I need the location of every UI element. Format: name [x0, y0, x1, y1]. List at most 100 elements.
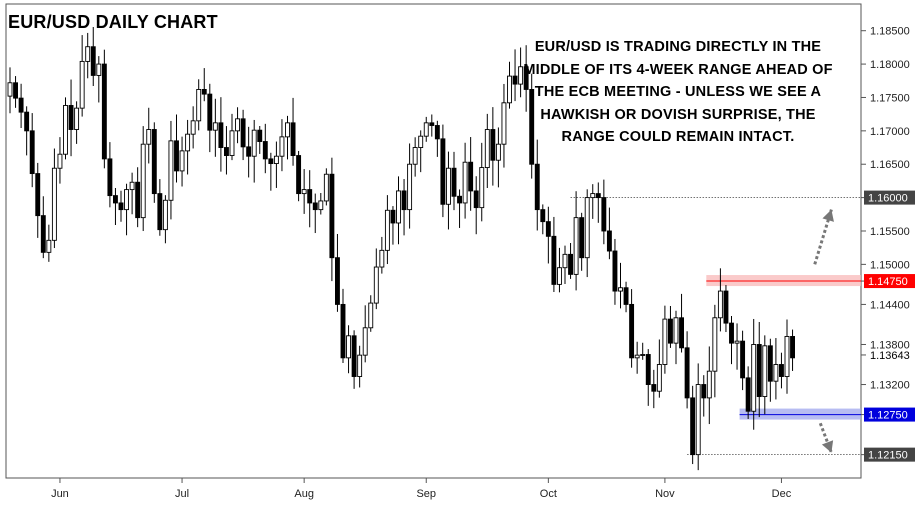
candle-body	[329, 173, 335, 259]
y-tick-label: 1.17500	[870, 92, 910, 104]
candle-body	[645, 354, 651, 385]
candle-body	[462, 161, 468, 204]
candle-body	[51, 167, 57, 241]
y-tick-label: 1.18000	[870, 59, 910, 71]
candle-body	[346, 335, 351, 359]
candle-body	[518, 66, 524, 85]
candle-body	[612, 250, 618, 292]
y-tick-label: 1.13800	[870, 339, 910, 351]
candle-body	[767, 345, 773, 382]
candle-body	[451, 167, 457, 197]
candle-body	[18, 97, 24, 113]
candle-body	[74, 107, 80, 130]
candle-body	[545, 221, 551, 237]
candle-body	[407, 163, 413, 211]
candle-body	[701, 384, 707, 399]
x-tick-label: Aug	[294, 488, 314, 500]
candle-body	[629, 303, 635, 359]
candle-body	[29, 130, 35, 175]
candle-body	[40, 215, 46, 253]
candle-body	[240, 118, 246, 148]
candle-body	[174, 140, 179, 172]
candle-body	[662, 318, 668, 365]
candle-body	[529, 89, 535, 165]
candle-body	[745, 377, 751, 412]
candle-body	[340, 303, 346, 359]
candle-body	[634, 354, 640, 359]
candle-body	[534, 163, 540, 211]
candle-body	[251, 129, 257, 157]
candle-body	[423, 122, 429, 137]
candle-body	[740, 340, 746, 379]
candle-body	[212, 122, 218, 131]
candle-body	[679, 317, 684, 349]
candle-body	[706, 370, 712, 399]
candle-body	[568, 253, 573, 275]
candle-body	[695, 384, 701, 456]
candle-body	[179, 150, 185, 172]
candles-layer	[7, 27, 795, 471]
candle-body	[551, 235, 557, 285]
y-level-label: 1.14750	[868, 276, 908, 288]
chart-title: EUR/USD DAILY CHART	[8, 12, 218, 32]
candle-body	[157, 193, 163, 231]
candle-body	[756, 344, 762, 398]
candle-body	[412, 147, 418, 165]
y-level-label: 1.16000	[868, 193, 908, 205]
candle-body	[273, 155, 279, 165]
y-level-label: 1.13643	[870, 350, 910, 362]
candle-body	[717, 290, 723, 319]
candle-body	[390, 209, 396, 224]
candle-body	[396, 190, 401, 224]
candle-body	[479, 167, 485, 209]
candle-body	[790, 336, 795, 359]
candle-body	[734, 340, 740, 344]
candle-body	[656, 364, 662, 392]
candle-body	[523, 66, 529, 90]
arrow-down-head	[821, 440, 834, 453]
candle-body	[684, 347, 690, 399]
candle-body	[540, 209, 546, 223]
candle-body	[495, 143, 501, 161]
candle-body	[13, 82, 19, 99]
y-level-tag	[864, 190, 915, 205]
candle-body	[618, 287, 623, 292]
x-axis: Jun Jul Aug Sep Oct Nov Dec	[51, 478, 792, 500]
candle-body	[85, 46, 91, 62]
candle-body	[601, 197, 607, 232]
candle-body	[118, 202, 124, 211]
candle-body	[285, 122, 290, 138]
y-axis: 1.18500 1.18000 1.17500 1.17000 1.16500 1.155…	[861, 26, 915, 462]
candle-body	[323, 173, 329, 202]
candle-body	[751, 344, 757, 412]
candle-body	[140, 143, 146, 219]
candle-body	[457, 195, 462, 204]
candle-body	[401, 190, 407, 211]
candle-body	[312, 202, 318, 211]
candle-body	[101, 63, 107, 160]
candle-body	[362, 327, 368, 356]
candle-body	[673, 317, 679, 344]
candle-body	[79, 60, 85, 109]
candle-body	[418, 135, 424, 148]
candle-body	[129, 181, 135, 191]
y-tick-label: 1.14400	[870, 299, 910, 311]
y-tick-label: 1.15000	[870, 259, 910, 271]
candle-body	[201, 89, 207, 95]
y-tick-label: 1.15500	[870, 226, 910, 238]
x-tick-label: Dec	[772, 488, 792, 500]
candle-body	[762, 345, 768, 398]
y-tick-label: 1.13200	[870, 380, 910, 392]
candle-body	[562, 253, 568, 269]
x-tick-label: Jun	[51, 488, 69, 500]
arrows-layer	[813, 209, 834, 454]
x-tick-label: Oct	[540, 488, 557, 500]
candle-body	[512, 75, 518, 85]
candle-body	[24, 111, 30, 132]
candle-body	[190, 120, 196, 135]
candle-body	[723, 290, 729, 324]
candle-body	[57, 153, 63, 169]
candle-body	[96, 63, 102, 76]
candle-body	[351, 335, 357, 377]
candle-body	[712, 317, 718, 372]
